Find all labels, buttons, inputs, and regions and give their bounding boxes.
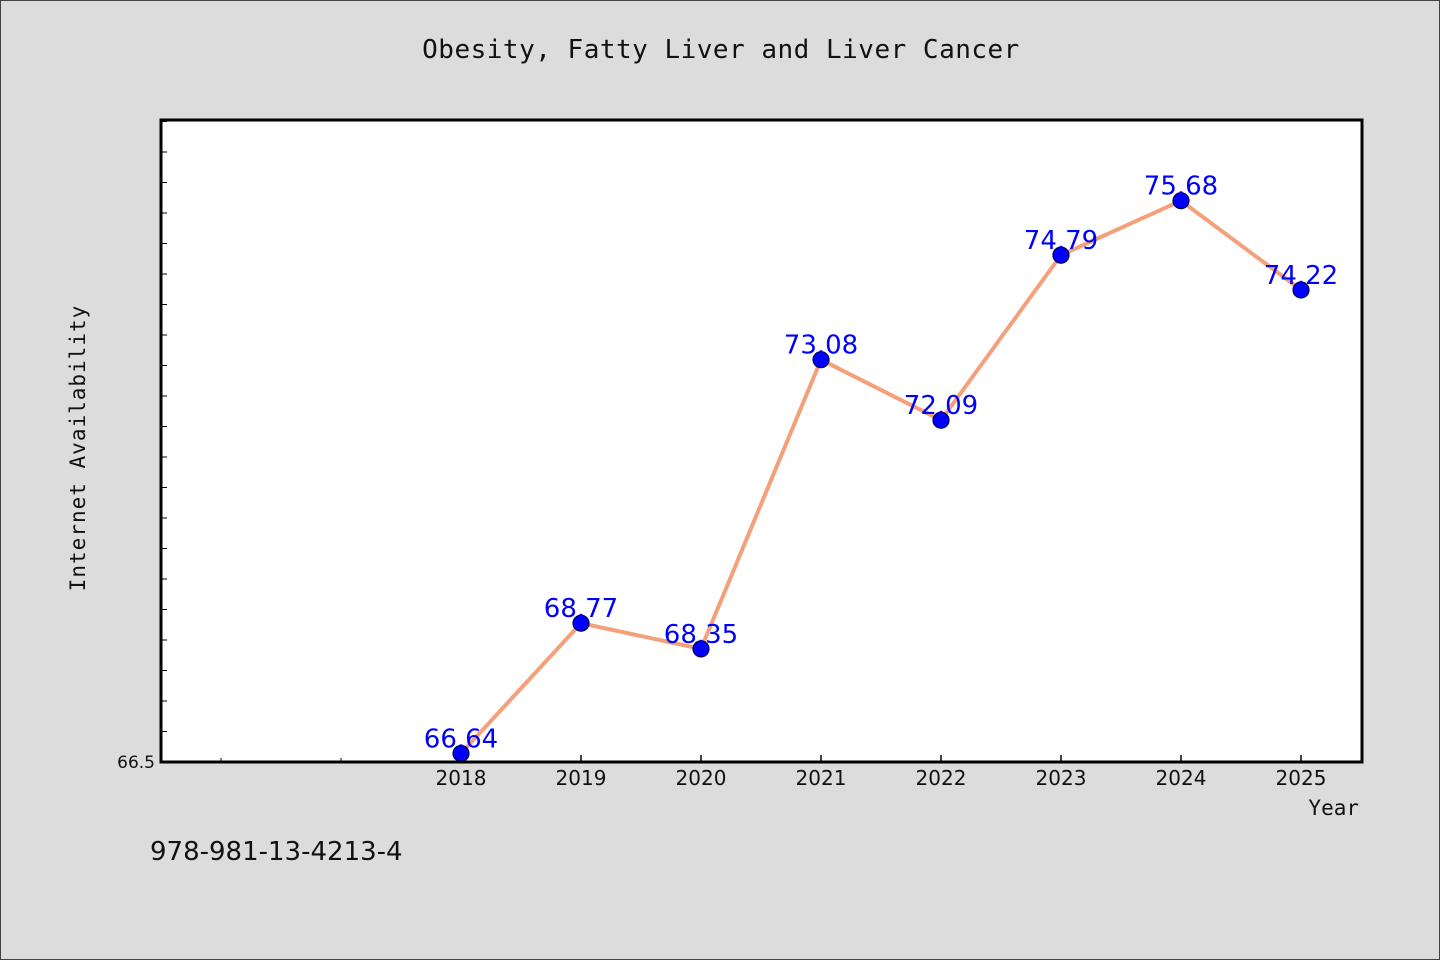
data-label: 73.08 bbox=[784, 331, 858, 361]
data-labels-group: 66.64 68.77 68.35 73.08 72.09 74.79 75.68 74.22 bbox=[424, 172, 1338, 755]
plot-border bbox=[159, 118, 1364, 764]
x-tick-label: 2019 bbox=[556, 766, 607, 790]
data-point-marker bbox=[572, 614, 590, 632]
x-tick-label: 2018 bbox=[436, 766, 487, 790]
x-tick-label: 2022 bbox=[916, 766, 967, 790]
plot-background bbox=[161, 120, 1362, 762]
series-line-group bbox=[459, 198, 1303, 756]
chart-title: Obesity, Fatty Liver and Liver Cancer bbox=[422, 35, 1020, 65]
y-tick-label: 66.5 bbox=[117, 753, 155, 773]
data-label: 74.22 bbox=[1264, 261, 1338, 291]
data-point-marker bbox=[1172, 192, 1190, 210]
x-axis-label: Year bbox=[1308, 796, 1359, 820]
data-point-marker bbox=[692, 640, 710, 658]
data-point-marker bbox=[812, 351, 830, 369]
data-label: 68.77 bbox=[544, 594, 618, 624]
markers-group bbox=[452, 192, 1310, 763]
tick-labels-group: 2018 2019 2020 2021 2022 2023 2024 2025 66.5 bbox=[117, 753, 1326, 790]
data-label: 72.09 bbox=[904, 391, 978, 421]
data-label: 75.68 bbox=[1144, 172, 1218, 202]
x-tick-label: 2020 bbox=[676, 766, 727, 790]
data-label: 74.79 bbox=[1024, 226, 1098, 256]
data-point-marker bbox=[932, 411, 950, 429]
x-tick-label: 2023 bbox=[1036, 766, 1087, 790]
x-tick-label: 2021 bbox=[796, 766, 847, 790]
x-tick-label: 2024 bbox=[1156, 766, 1207, 790]
series-line bbox=[459, 198, 1303, 756]
data-point-marker bbox=[1292, 281, 1310, 299]
data-label: 68.35 bbox=[664, 620, 738, 650]
x-tick-label: 2025 bbox=[1276, 766, 1327, 790]
data-point-marker bbox=[1052, 246, 1070, 264]
data-label: 66.64 bbox=[424, 724, 498, 754]
isbn-annotation: 978-981-13-4213-4 bbox=[150, 837, 403, 867]
